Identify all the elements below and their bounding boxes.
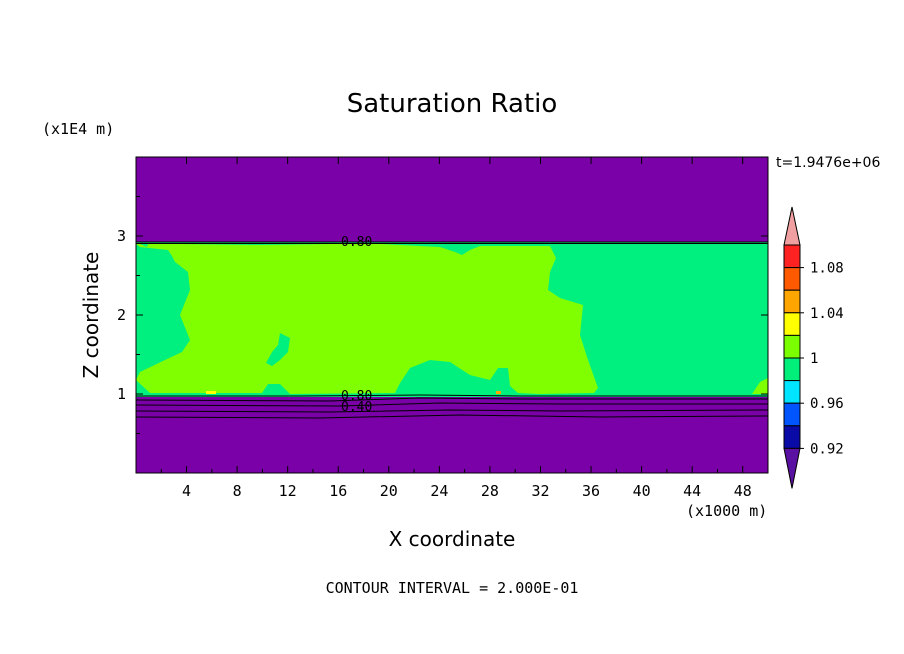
x-tick-label: 40 [633,482,651,500]
colorbar-tick-label: 0.92 [810,441,844,457]
colorbar-tick-label: 1 [810,351,818,367]
chart-title: Saturation Ratio [347,89,558,119]
y-tick-label: 1 [117,385,126,403]
y-units-label: (x1E4 m) [42,120,114,138]
x-tick-label: 12 [279,482,297,500]
colorbar-segment [783,312,801,336]
yellow-spot [206,391,216,394]
x-tick-label: 28 [481,482,499,500]
colorbar-segment [783,244,801,269]
colorbar-tick-label: 1.04 [810,306,844,322]
contour-label-top: 0.80 [341,235,372,250]
colorbar-segment [783,402,801,427]
x-tick-label: 8 [233,482,242,500]
contour-lower-1 [136,394,768,397]
y-axis: 1 2 3 [117,196,768,434]
colorbar-segment [783,289,801,314]
colorbar-over-triangle [783,206,801,246]
x-tick-label: 44 [683,482,701,500]
contour-lower-4 [135,409,769,413]
cloud-hole [266,333,290,366]
colorbar-tick-label: 1.08 [810,261,844,277]
y-tick-label: 3 [117,227,126,245]
contour-label-mid: 0.80 [341,389,372,404]
colorbar-segment [783,425,801,449]
x-tick-label: 4 [182,482,191,500]
colorbar-segment [783,380,801,404]
x-units-label: (x1000 m) [686,502,767,520]
edge-patch-left [140,244,148,247]
x-tick-label: 48 [734,482,752,500]
x-tick-label: 32 [531,482,549,500]
contour-lower-2 [135,397,768,402]
x-axis: 4 8 12 16 20 24 28 32 36 40 44 48 [160,157,752,500]
contour-lower-3 [135,402,768,407]
y-axis-label: Z coordinate [79,252,103,379]
x-axis-label: X coordinate [389,527,516,551]
contour-lower-5 [135,414,769,419]
x-tick-label: 36 [582,482,600,500]
colorbar-tick-label: 0.96 [810,396,844,412]
colorbar-segment [783,267,801,291]
colorbar: 1.08 1.04 1 0.96 0.92 [783,206,844,489]
contour-label-low: 0.40 [341,400,372,415]
x-tick-label: 16 [329,482,347,500]
upper-dry-layer [136,157,768,243]
orange-spot [496,391,501,394]
time-label: t=1.9476e+06 [776,155,880,171]
x-tick-label: 24 [430,482,448,500]
lower-dry-layer [136,395,768,473]
plot-area: 0.80 0.80 0.40 [135,156,769,474]
colorbar-under-triangle [783,447,801,489]
supersaturated-region [136,244,598,394]
x-tick-label: 20 [380,482,398,500]
footer-contour-interval: CONTOUR INTERVAL = 2.000E-01 [326,579,579,597]
y-tick-label: 2 [117,306,126,324]
edge-patch [752,378,768,394]
colorbar-segment [783,357,801,382]
colorbar-segment [783,334,801,359]
